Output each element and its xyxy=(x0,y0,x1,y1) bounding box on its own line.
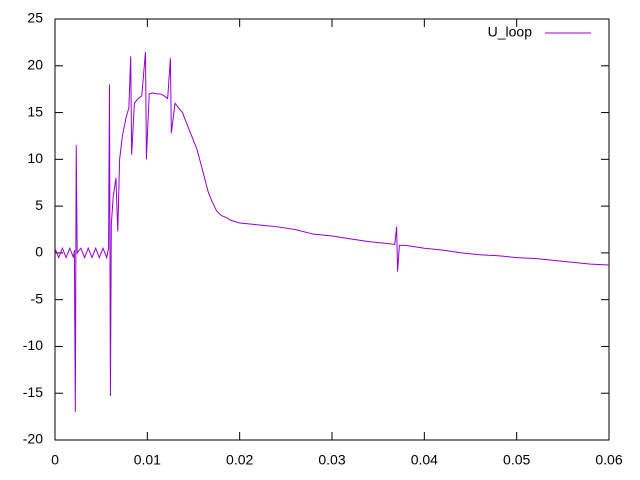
y-tick-label: 25 xyxy=(27,10,43,26)
x-tick-label: 0.02 xyxy=(226,452,253,468)
legend-label: U_loop xyxy=(488,24,533,40)
y-tick-label: -10 xyxy=(23,337,43,353)
y-tick-label: -15 xyxy=(23,384,43,400)
x-tick-label: 0.05 xyxy=(503,452,530,468)
y-tick-label: -5 xyxy=(31,290,44,306)
y-tick-label: 20 xyxy=(27,56,43,72)
y-tick-label: 15 xyxy=(27,103,43,119)
plot-frame xyxy=(54,18,610,441)
x-tick-label: 0.01 xyxy=(134,452,161,468)
x-tick-label: 0.06 xyxy=(595,452,622,468)
data-line xyxy=(54,51,610,412)
x-tick-label: 0 xyxy=(51,452,59,468)
y-tick-label: 5 xyxy=(35,197,43,213)
x-tick-label: 0.03 xyxy=(318,452,345,468)
y-tick-label: 0 xyxy=(35,244,43,260)
y-tick-label: 10 xyxy=(27,150,43,166)
y-tick-label: -20 xyxy=(23,431,43,447)
x-tick-label: 0.04 xyxy=(411,452,438,468)
